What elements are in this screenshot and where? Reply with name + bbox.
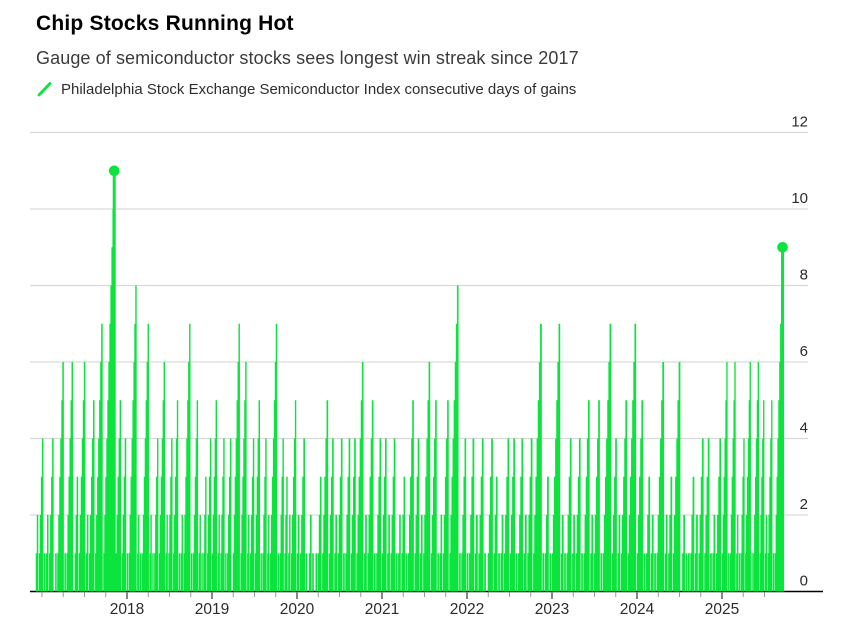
svg-text:2023: 2023 xyxy=(535,601,569,618)
page-title: Chip Stocks Running Hot xyxy=(36,12,294,35)
svg-text:6: 6 xyxy=(800,343,808,360)
peak-markers xyxy=(108,165,788,592)
peak-marker-dot xyxy=(777,241,788,253)
svg-text:10: 10 xyxy=(791,190,808,207)
bars-year-2021 xyxy=(381,285,467,592)
bars-year-2024 xyxy=(636,362,722,592)
peak-stem xyxy=(781,247,785,592)
bars-year-2025 xyxy=(721,247,784,592)
legend-label: Philadelphia Stock Exchange Semiconducto… xyxy=(61,81,577,98)
svg-text:8: 8 xyxy=(800,267,808,284)
bars-year-2018 xyxy=(126,285,212,592)
peak-stem xyxy=(112,170,116,592)
svg-text:4: 4 xyxy=(800,420,808,437)
svg-text:12: 12 xyxy=(791,114,808,131)
bars-year-2017 xyxy=(35,170,127,592)
svg-text:2019: 2019 xyxy=(195,601,229,618)
bars-year-2022 xyxy=(466,323,552,592)
svg-text:2020: 2020 xyxy=(280,601,315,618)
x-axis-labels: 2018 2019 2020 2021 2022 2023 2024 2025 xyxy=(110,601,739,618)
bars-year-2019 xyxy=(211,323,297,592)
svg-text:0: 0 xyxy=(800,573,808,590)
series-slash-icon xyxy=(37,82,52,97)
svg-text:2021: 2021 xyxy=(365,601,399,618)
chart-subtitle: Gauge of semiconductor stocks sees longe… xyxy=(36,48,579,68)
bars-group xyxy=(35,170,784,592)
peak-marker-dot xyxy=(108,165,120,177)
legend: Philadelphia Stock Exchange Semiconducto… xyxy=(37,81,576,98)
svg-text:2024: 2024 xyxy=(620,601,655,618)
svg-text:2022: 2022 xyxy=(450,601,484,618)
bars-year-2020 xyxy=(296,362,382,592)
svg-text:2018: 2018 xyxy=(110,601,144,618)
bars-year-2023 xyxy=(551,323,637,592)
y-axis-labels: 0 2 4 6 8 10 12 xyxy=(791,114,808,590)
svg-text:2: 2 xyxy=(800,496,808,513)
svg-text:2025: 2025 xyxy=(705,601,739,618)
axis-ticks xyxy=(41,592,765,599)
